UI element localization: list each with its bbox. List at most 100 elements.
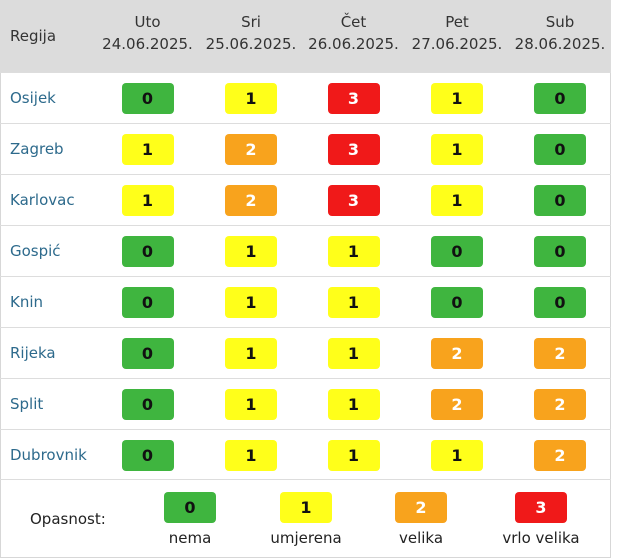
danger-cell: 0 (405, 276, 509, 328)
table-row: Osijek 0 1 3 1 0 (0, 72, 611, 124)
danger-level-badge: 1 (225, 439, 277, 471)
table-row: Zagreb 1 2 3 1 0 (0, 123, 611, 175)
danger-cell: 2 (509, 327, 611, 379)
danger-level-badge: 1 (327, 439, 380, 471)
table-row: Knin 0 1 1 0 0 (0, 276, 611, 328)
danger-level-badge: 1 (327, 235, 380, 267)
legend-caption: vrlo velika (502, 529, 580, 547)
danger-cell: 2 (200, 123, 302, 175)
danger-level-badge: 1 (225, 337, 277, 369)
day-date: 24.06.2025. (102, 35, 193, 53)
danger-level-badge: 1 (225, 286, 277, 318)
danger-level-badge: 2 (534, 337, 586, 369)
day-date: 27.06.2025. (411, 35, 503, 53)
danger-level-badge: 2 (225, 184, 277, 216)
danger-level-badge: 1 (327, 337, 380, 369)
table-row: Karlovac 1 2 3 1 0 (0, 174, 611, 226)
day-name: Sri (241, 13, 261, 31)
region-link[interactable]: Split (0, 378, 95, 430)
danger-cell: 1 (200, 327, 302, 379)
danger-level-badge: 1 (121, 133, 174, 165)
danger-level-badge: 2 (534, 388, 586, 420)
danger-cell: 3 (302, 174, 405, 226)
danger-level-badge: 3 (327, 184, 380, 216)
danger-cell: 0 (509, 225, 611, 277)
region-link[interactable]: Karlovac (0, 174, 95, 226)
day-header: Sri 25.06.2025. (200, 0, 302, 73)
day-header: Pet 27.06.2025. (405, 0, 509, 73)
danger-level-badge: 0 (121, 82, 174, 114)
legend-item-velika: 2 velika (366, 492, 476, 547)
region-link[interactable]: Zagreb (0, 123, 95, 175)
danger-level-badge: 1 (327, 388, 380, 420)
danger-cell: 1 (200, 429, 302, 480)
legend-caption: velika (398, 529, 444, 547)
danger-cell: 1 (95, 123, 200, 175)
legend-caption: umjerena (270, 529, 342, 547)
legend-caption: nema (168, 529, 212, 547)
danger-cell: 1 (95, 174, 200, 226)
danger-level-badge: 1 (327, 286, 380, 318)
danger-cell: 1 (405, 429, 509, 480)
danger-level-badge: 1 (431, 82, 483, 114)
danger-cell: 0 (509, 174, 611, 226)
danger-cell: 3 (302, 123, 405, 175)
danger-cell: 1 (302, 276, 405, 328)
day-name: Čet (340, 13, 367, 31)
danger-legend: Opasnost: 0 nema 1 umjerena 2 velika 3 v… (0, 479, 611, 558)
region-link[interactable]: Dubrovnik (0, 429, 95, 480)
danger-level-badge: 0 (121, 286, 174, 318)
danger-cell: 0 (95, 276, 200, 328)
danger-level-badge: 0 (121, 337, 174, 369)
day-name: Uto (134, 13, 161, 31)
region-link[interactable]: Knin (0, 276, 95, 328)
danger-cell: 1 (405, 174, 509, 226)
danger-cell: 0 (405, 225, 509, 277)
region-link[interactable]: Osijek (0, 72, 95, 124)
danger-level-badge: 2 (225, 133, 277, 165)
danger-level-badge: 1 (225, 388, 277, 420)
danger-cell: 1 (302, 378, 405, 430)
danger-level-badge: 1 (121, 184, 174, 216)
danger-level-badge: 0 (121, 235, 174, 267)
danger-level-badge: 0 (121, 388, 174, 420)
danger-cell: 0 (509, 72, 611, 124)
danger-level-badge: 0 (121, 439, 174, 471)
danger-cell: 0 (509, 123, 611, 175)
danger-cell: 0 (95, 378, 200, 430)
day-header: Čet 26.06.2025. (302, 0, 405, 73)
danger-cell: 1 (200, 378, 302, 430)
day-date: 25.06.2025. (205, 35, 297, 53)
legend-label: Opasnost: (30, 510, 106, 528)
danger-level-badge: 0 (534, 235, 586, 267)
danger-level-badge: 0 (534, 133, 586, 165)
danger-level-badge: 0 (534, 184, 586, 216)
danger-cell: 2 (200, 174, 302, 226)
danger-cell: 0 (95, 72, 200, 124)
danger-cell: 0 (95, 327, 200, 379)
day-date: 26.06.2025. (308, 35, 399, 53)
region-link[interactable]: Rijeka (0, 327, 95, 379)
legend-badge: 1 (280, 492, 332, 523)
danger-level-badge: 1 (431, 184, 483, 216)
danger-table: Regija Uto 24.06.2025. Sri 25.06.2025. Čet… (0, 0, 611, 480)
legend-badge: 0 (164, 492, 216, 523)
region-header: Regija (0, 0, 95, 73)
legend-item-vrlo-velika: 3 vrlo velika (486, 492, 596, 547)
danger-cell: 1 (200, 225, 302, 277)
legend-badge: 2 (395, 492, 447, 523)
danger-level-badge: 3 (327, 82, 380, 114)
table-row: Gospić 0 1 1 0 0 (0, 225, 611, 277)
danger-cell: 2 (405, 378, 509, 430)
danger-level-badge: 1 (431, 439, 483, 471)
table-row: Dubrovnik 0 1 1 1 2 (0, 429, 611, 480)
danger-cell: 1 (200, 72, 302, 124)
region-link[interactable]: Gospić (0, 225, 95, 277)
table-row: Split 0 1 1 2 2 (0, 378, 611, 430)
danger-level-badge: 1 (431, 133, 483, 165)
danger-cell: 1 (405, 72, 509, 124)
danger-cell: 2 (405, 327, 509, 379)
legend-item-umjerena: 1 umjerena (251, 492, 361, 547)
day-name: Sub (545, 13, 575, 31)
